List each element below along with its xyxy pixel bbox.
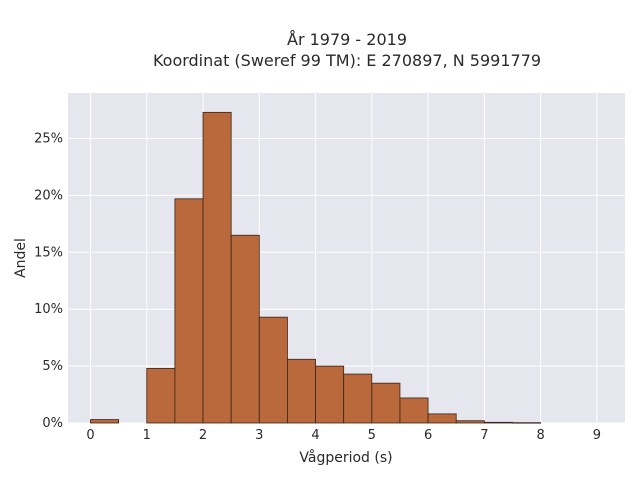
- y-tick-label: 5%: [42, 359, 63, 374]
- histogram-bar: [202, 111, 232, 424]
- chart-title-line-2: Koordinat (Sweref 99 TM): E 270897, N 59…: [153, 51, 541, 70]
- histogram-bar: [455, 420, 485, 424]
- histogram-bar: [371, 382, 401, 424]
- histogram-bar: [483, 421, 513, 424]
- bars: [90, 111, 542, 424]
- y-tick-label: 10%: [34, 302, 63, 317]
- x-tick-label: 5: [368, 428, 376, 443]
- histogram-bar: [427, 413, 457, 424]
- y-tick-label: 15%: [34, 245, 63, 260]
- y-tick-label: 25%: [34, 132, 63, 147]
- y-axis-ticks: 0% 5% 10% 15% 20% 25%: [34, 132, 63, 431]
- x-tick-label: 8: [536, 428, 544, 443]
- histogram-bar: [343, 373, 373, 424]
- histogram-bar: [258, 316, 288, 424]
- y-tick-label: 0%: [42, 416, 63, 431]
- x-tick-label: 4: [311, 428, 319, 443]
- x-axis-ticks: 0 1 2 3 4 5 6 7 8 9: [86, 428, 601, 443]
- histogram-bar: [90, 419, 120, 424]
- histogram-bar: [230, 234, 260, 424]
- histogram-bar: [399, 397, 429, 424]
- histogram-bar: [315, 365, 345, 424]
- x-tick-label: 2: [199, 428, 207, 443]
- x-tick-label: 7: [480, 428, 488, 443]
- x-tick-label: 6: [424, 428, 432, 443]
- x-tick-label: 9: [593, 428, 601, 443]
- y-tick-label: 20%: [34, 188, 63, 203]
- histogram-bar: [174, 198, 204, 424]
- histogram-bar: [287, 358, 316, 424]
- y-axis-label: Andel: [13, 238, 29, 278]
- x-tick-label: 0: [86, 428, 94, 443]
- x-tick-label: 1: [143, 428, 151, 443]
- chart-title-line-1: År 1979 - 2019: [287, 30, 407, 49]
- histogram-bar: [146, 367, 176, 424]
- histogram-bar: [512, 422, 542, 424]
- x-axis-label: Vågperiod (s): [299, 449, 392, 466]
- x-tick-label: 3: [255, 428, 263, 443]
